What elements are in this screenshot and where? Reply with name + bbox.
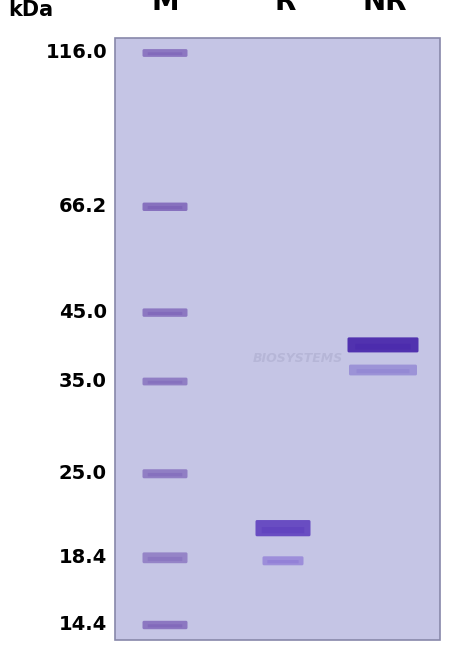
- Text: BIOSYSTEMS: BIOSYSTEMS: [252, 353, 342, 365]
- FancyBboxPatch shape: [262, 556, 303, 565]
- Text: kDa: kDa: [8, 0, 53, 20]
- FancyBboxPatch shape: [148, 312, 182, 315]
- Text: 66.2: 66.2: [59, 197, 107, 216]
- FancyBboxPatch shape: [349, 365, 417, 376]
- FancyBboxPatch shape: [148, 557, 182, 561]
- FancyBboxPatch shape: [148, 624, 182, 627]
- FancyBboxPatch shape: [267, 560, 299, 563]
- Text: M: M: [151, 0, 179, 16]
- FancyBboxPatch shape: [143, 378, 188, 386]
- FancyBboxPatch shape: [148, 52, 182, 55]
- FancyBboxPatch shape: [143, 620, 188, 629]
- FancyBboxPatch shape: [143, 49, 188, 57]
- FancyBboxPatch shape: [148, 381, 182, 384]
- Text: 14.4: 14.4: [59, 615, 107, 634]
- Text: 35.0: 35.0: [59, 372, 107, 391]
- FancyBboxPatch shape: [262, 527, 304, 533]
- FancyBboxPatch shape: [143, 469, 188, 478]
- Text: NR: NR: [363, 0, 407, 16]
- Text: 45.0: 45.0: [59, 303, 107, 322]
- FancyBboxPatch shape: [347, 338, 419, 353]
- FancyBboxPatch shape: [143, 309, 188, 316]
- FancyBboxPatch shape: [148, 473, 182, 476]
- Bar: [115, 38, 440, 640]
- Text: R: R: [274, 0, 296, 16]
- Text: 116.0: 116.0: [45, 43, 107, 63]
- FancyBboxPatch shape: [148, 206, 182, 209]
- FancyBboxPatch shape: [143, 203, 188, 211]
- FancyBboxPatch shape: [356, 369, 410, 373]
- FancyBboxPatch shape: [256, 520, 310, 536]
- Text: 18.4: 18.4: [59, 548, 107, 567]
- Text: 25.0: 25.0: [59, 465, 107, 483]
- FancyBboxPatch shape: [356, 343, 411, 349]
- FancyBboxPatch shape: [143, 552, 188, 563]
